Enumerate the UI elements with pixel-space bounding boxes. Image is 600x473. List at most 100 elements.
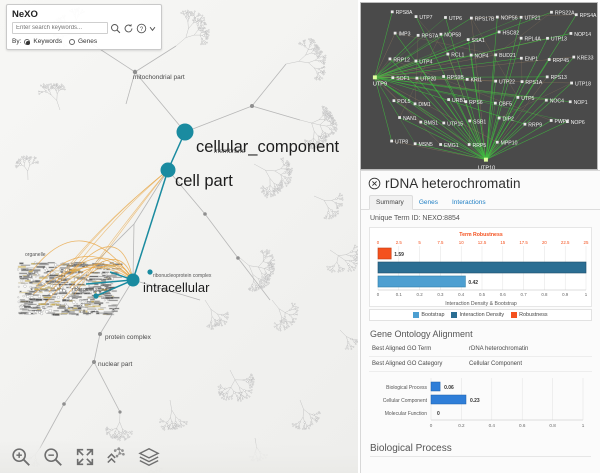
tree-toolbar[interactable] bbox=[0, 440, 358, 473]
svg-text:Cellular Component: Cellular Component bbox=[383, 398, 428, 404]
svg-text:NAN1: NAN1 bbox=[403, 116, 417, 122]
tab-summary[interactable]: Summary bbox=[369, 195, 413, 210]
svg-text:UTP22: UTP22 bbox=[499, 80, 515, 86]
tree-node-label[interactable]: intracellular bbox=[143, 280, 210, 295]
close-circle-icon[interactable] bbox=[368, 177, 381, 190]
svg-text:UTP21: UTP21 bbox=[525, 16, 541, 22]
svg-text:1: 1 bbox=[582, 423, 585, 428]
tab-interactions[interactable]: Interactions bbox=[451, 199, 486, 206]
tree-node-label[interactable]: ribonucleoprotein complex bbox=[153, 273, 212, 279]
svg-text:RRP45: RRP45 bbox=[553, 58, 570, 64]
svg-text:17.5: 17.5 bbox=[519, 240, 528, 245]
legend-swatch bbox=[451, 312, 458, 318]
svg-text:0.42: 0.42 bbox=[468, 280, 478, 286]
zoom-in-icon[interactable] bbox=[10, 446, 32, 468]
ontology-tree-graph[interactable] bbox=[0, 0, 358, 473]
gene-network-graph[interactable]: RPS8A UTP7 UTP6 RPS17B NOP56 UTP21 RPS22A RPS4A… bbox=[361, 3, 597, 170]
tree-node-label[interactable]: cellular_component bbox=[196, 138, 340, 156]
radio-keywords[interactable] bbox=[24, 38, 31, 45]
svg-text:2.5: 2.5 bbox=[396, 240, 403, 245]
tree-node-label[interactable]: ribosomal subunit bbox=[72, 287, 112, 293]
legend-item: Robustness bbox=[511, 312, 548, 318]
divider bbox=[370, 456, 591, 457]
svg-text:RPS22A: RPS22A bbox=[555, 11, 575, 17]
svg-text:0: 0 bbox=[430, 423, 433, 428]
svg-text:0: 0 bbox=[377, 292, 380, 297]
svg-text:PWP2: PWP2 bbox=[555, 119, 570, 125]
goa-value: rDNA heterochromatin bbox=[469, 346, 529, 352]
term-info-panel[interactable]: rDNA heterochromatin Summary Genes Inter… bbox=[360, 170, 600, 473]
svg-text:UTP18: UTP18 bbox=[575, 81, 591, 87]
svg-text:RRP5: RRP5 bbox=[473, 143, 487, 149]
goa-key: Best Aligned GO Category bbox=[372, 361, 443, 367]
svg-text:NOC4: NOC4 bbox=[550, 99, 564, 105]
chevron-down-icon[interactable] bbox=[149, 23, 156, 34]
collapse-icon[interactable] bbox=[106, 446, 128, 468]
svg-text:DIM1: DIM1 bbox=[418, 102, 430, 108]
svg-text:BUD21: BUD21 bbox=[499, 53, 516, 59]
svg-text:ENP1: ENP1 bbox=[525, 57, 539, 63]
svg-text:UTP8: UTP8 bbox=[395, 139, 408, 145]
layers-icon[interactable] bbox=[138, 446, 160, 468]
svg-text:BMS1: BMS1 bbox=[424, 120, 438, 126]
app-title: NeXO bbox=[12, 9, 38, 20]
svg-text:UTP9: UTP9 bbox=[373, 81, 387, 87]
tab-genes[interactable]: Genes bbox=[418, 199, 438, 206]
svg-text:SSA1: SSA1 bbox=[472, 38, 485, 44]
tree-node-label[interactable]: organelle bbox=[25, 252, 46, 258]
fit-screen-icon[interactable] bbox=[74, 446, 96, 468]
legend-swatch bbox=[511, 312, 518, 318]
svg-text:SSB1: SSB1 bbox=[473, 119, 486, 125]
tree-node-label[interactable]: mitochondrial part bbox=[133, 74, 185, 81]
legend-label: Interaction Density bbox=[459, 312, 505, 318]
svg-text:RPS17B: RPS17B bbox=[475, 16, 495, 22]
legend-item: Interaction Density bbox=[451, 312, 504, 318]
svg-text:RRP9: RRP9 bbox=[528, 123, 542, 129]
svg-text:NOP14: NOP14 bbox=[574, 32, 591, 38]
tree-node-label[interactable]: membrane bbox=[214, 148, 246, 155]
ontology-tree-panel[interactable]: NeXO ? By: Keywords bbox=[0, 0, 358, 473]
search-row[interactable]: ? bbox=[12, 22, 156, 34]
robustness-chart: Term Robustness 0 2.5 5 7.5 10 12.5 15 17.5 20 22.… bbox=[369, 227, 592, 307]
gene-network-panel[interactable]: RPS8A UTP7 UTP6 RPS17B NOP56 UTP21 RPS22A RPS4A… bbox=[360, 2, 598, 170]
svg-text:IMP3: IMP3 bbox=[398, 32, 410, 38]
search-input[interactable] bbox=[12, 22, 108, 34]
svg-text:7.5: 7.5 bbox=[437, 240, 444, 245]
svg-text:0.4: 0.4 bbox=[489, 423, 496, 428]
svg-text:RPS7A: RPS7A bbox=[421, 34, 438, 40]
svg-text:12.5: 12.5 bbox=[478, 240, 487, 245]
svg-text:NOP58: NOP58 bbox=[444, 33, 461, 39]
help-icon[interactable]: ? bbox=[136, 23, 147, 34]
radio-genes-label: Genes bbox=[77, 38, 98, 45]
svg-text:UTP10: UTP10 bbox=[478, 166, 495, 170]
svg-text:CBF5: CBF5 bbox=[499, 102, 512, 108]
tree-node-label[interactable]: cell part bbox=[175, 172, 233, 190]
svg-text:0: 0 bbox=[377, 240, 380, 245]
svg-text:0.8: 0.8 bbox=[541, 292, 548, 297]
svg-text:RPS13: RPS13 bbox=[551, 75, 567, 81]
search-by-label: By: bbox=[12, 38, 22, 45]
svg-text:5: 5 bbox=[418, 240, 421, 245]
zoom-out-icon[interactable] bbox=[42, 446, 64, 468]
tab-bar[interactable]: Summary Genes Interactions bbox=[361, 195, 600, 210]
tree-node-label[interactable]: nuclear part bbox=[98, 361, 133, 368]
svg-text:0.1: 0.1 bbox=[396, 292, 403, 297]
svg-text:RPS4A: RPS4A bbox=[580, 13, 597, 19]
legend-label: Bootstrap bbox=[421, 312, 445, 318]
tree-node-label[interactable]: protein complex bbox=[105, 334, 151, 341]
refresh-icon[interactable] bbox=[123, 23, 134, 34]
svg-text:URB1: URB1 bbox=[452, 98, 466, 104]
svg-text:RPS6: RPS6 bbox=[469, 100, 483, 106]
svg-text:22.5: 22.5 bbox=[561, 240, 570, 245]
goa-value: Cellular Component bbox=[469, 361, 523, 367]
search-panel[interactable]: NeXO ? By: Keywords bbox=[6, 4, 162, 50]
biological-process-heading: Biological Process bbox=[370, 443, 452, 454]
svg-text:0.4: 0.4 bbox=[458, 292, 465, 297]
search-by-row[interactable]: By: Keywords Genes bbox=[12, 38, 156, 45]
svg-text:MSN5: MSN5 bbox=[419, 142, 433, 148]
search-icon[interactable] bbox=[110, 23, 121, 34]
radio-genes[interactable] bbox=[68, 38, 75, 45]
svg-text:Interaction Density & Bootstra: Interaction Density & Bootstrap bbox=[445, 301, 517, 307]
